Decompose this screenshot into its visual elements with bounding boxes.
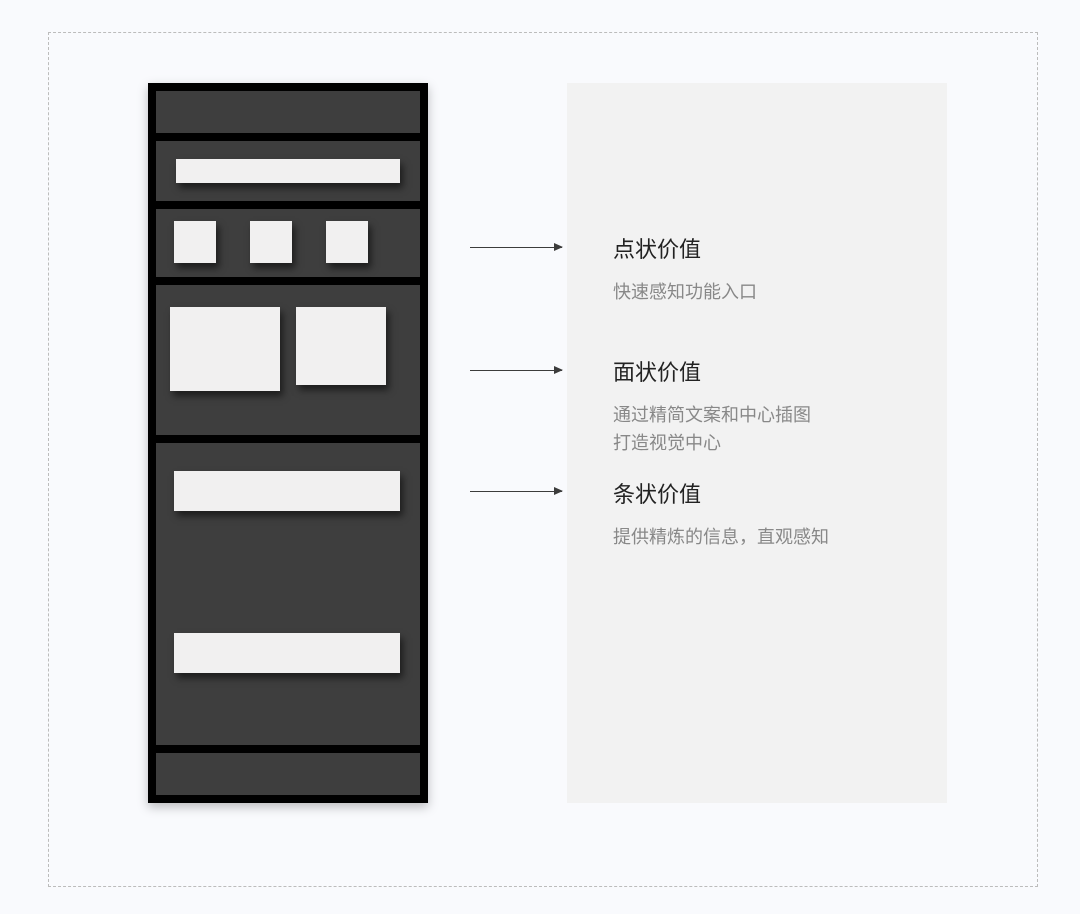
block-list-row-2	[174, 633, 400, 673]
label-2-title: 面状价值	[613, 355, 701, 387]
label-3-desc: 提供精炼的信息，直观感知	[613, 524, 829, 551]
label-1-desc: 快速感知功能入口	[613, 279, 757, 306]
block-card-2	[296, 307, 386, 385]
arrow-icon	[470, 491, 562, 492]
section-list	[156, 443, 420, 745]
section-status-bar	[156, 91, 420, 133]
block-icon-1	[174, 221, 216, 263]
label-1-title: 点状价值	[613, 232, 701, 264]
block-icon-3	[326, 221, 368, 263]
arrow-icon	[470, 247, 562, 248]
section-header	[156, 141, 420, 201]
block-icon-2	[250, 221, 292, 263]
label-2-desc: 通过精简文案和中心插图 打造视觉中心	[613, 402, 811, 458]
section-tab-bar	[156, 753, 420, 795]
block-search-bar	[176, 159, 400, 183]
label-3-title: 条状价值	[613, 477, 701, 509]
app-wireframe	[148, 83, 428, 803]
arrow-icon	[470, 370, 562, 371]
section-card-row	[156, 285, 420, 435]
block-list-row-1	[174, 471, 400, 511]
section-icon-row	[156, 209, 420, 277]
block-card-1	[170, 307, 280, 391]
